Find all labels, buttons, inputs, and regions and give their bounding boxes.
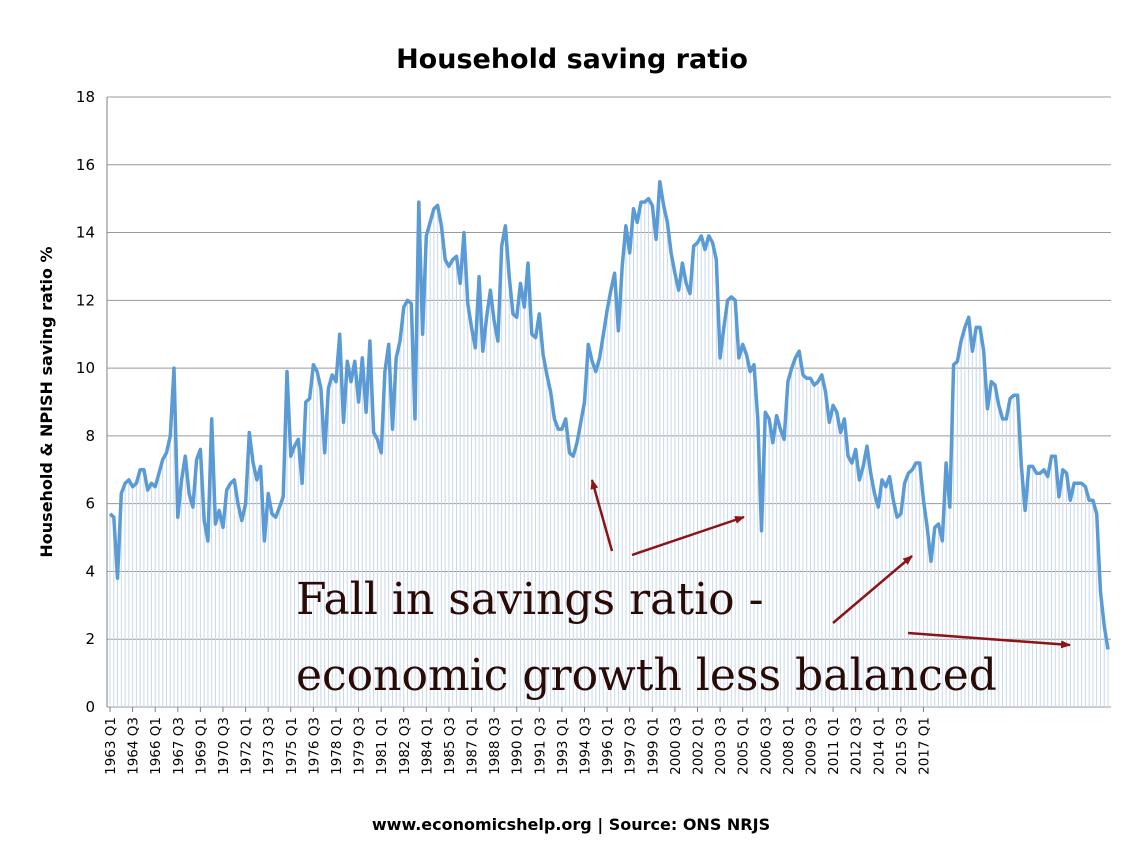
y-axis-ticks: 0 2 4 6 8 10 12 14 16 18 (76, 88, 95, 716)
y-tick-label: 4 (85, 562, 95, 580)
x-tick-label: 1985 Q3 (442, 717, 458, 775)
annotation-line-1: Fall in savings ratio - (296, 574, 763, 625)
x-tick-label: 1982 Q3 (397, 717, 413, 775)
x-tick-label: 1976 Q3 (306, 717, 322, 775)
y-tick-label: 0 (85, 698, 95, 716)
x-tick-label: 2012 Q3 (849, 717, 865, 775)
x-tick-label: 1975 Q1 (284, 717, 300, 775)
x-tick-label: 1996 Q1 (600, 717, 616, 775)
y-tick-label: 12 (76, 291, 95, 309)
x-tick-label: 1978 Q1 (329, 717, 345, 775)
x-tick-label: 1973 Q3 (261, 717, 277, 775)
x-tick-label: 1979 Q3 (352, 717, 368, 775)
source-footer: www.economicshelp.org | Source: ONS NRJS (372, 815, 770, 835)
x-tick-label: 1969 Q1 (193, 717, 209, 775)
grid (106, 96, 1111, 708)
y-tick-label: 10 (76, 359, 95, 377)
y-tick-label: 6 (85, 495, 95, 513)
x-tick-label: 2005 Q1 (736, 717, 752, 775)
x-tick-label: 1972 Q1 (239, 717, 255, 775)
arrow-2017 (907, 631, 1071, 649)
x-tick-label: 2017 Q1 (916, 717, 932, 775)
arrow-2006 (832, 555, 913, 624)
chart-title: Household saving ratio (396, 44, 748, 75)
x-tick-label: 1993 Q1 (555, 717, 571, 775)
x-tick-label: 1991 Q3 (532, 717, 548, 775)
x-tick-label: 2014 Q1 (871, 717, 887, 775)
x-tick-label: 2006 Q3 (758, 717, 774, 775)
x-tick-label: 1984 Q1 (419, 717, 435, 775)
annotation-line-2: economic growth less balanced (296, 650, 997, 701)
x-tick-label: 2008 Q1 (781, 717, 797, 775)
x-tick-label: 1970 Q3 (216, 717, 232, 775)
x-tick-label: 1994 Q3 (578, 717, 594, 775)
x-tick-label: 1988 Q3 (487, 717, 503, 775)
x-tick-label: 1997 Q3 (623, 717, 639, 775)
x-tick-label: 2011 Q1 (826, 717, 842, 775)
arrow-1988 (590, 479, 614, 552)
x-tick-label: 1981 Q1 (374, 717, 390, 775)
x-tick-label: 2002 Q1 (691, 717, 707, 775)
x-tick-label: 1964 Q3 (126, 717, 142, 775)
x-tick-label: 1990 Q1 (510, 717, 526, 775)
x-tick-label: 2015 Q3 (894, 717, 910, 775)
x-tick-label: 1987 Q1 (465, 717, 481, 775)
x-axis-ticks: 1963 Q1 1964 Q3 1966 Q1 1967 Q3 1969 Q1 1970 … (103, 707, 932, 775)
y-tick-label: 14 (76, 224, 95, 242)
x-tick-label: 1967 Q3 (171, 717, 187, 775)
x-tick-label: 1963 Q1 (103, 717, 119, 775)
x-tick-label: 2009 Q3 (803, 717, 819, 775)
x-tick-label: 2000 Q3 (668, 717, 684, 775)
drop-lines (109, 181, 1109, 707)
arrow-1999 (631, 515, 745, 557)
x-tick-label: 2003 Q3 (713, 717, 729, 775)
x-tick-label: 1966 Q1 (148, 717, 164, 775)
x-tick-label: 1999 Q1 (645, 717, 661, 775)
series-line (108, 179, 1110, 650)
annotation-arrows (590, 479, 1071, 649)
y-tick-label: 16 (76, 156, 95, 174)
y-axis-label: Household & NPISH saving ratio % (37, 246, 56, 557)
y-tick-label: 18 (76, 88, 95, 106)
y-tick-label: 8 (85, 427, 95, 445)
y-tick-label: 2 (85, 630, 95, 648)
